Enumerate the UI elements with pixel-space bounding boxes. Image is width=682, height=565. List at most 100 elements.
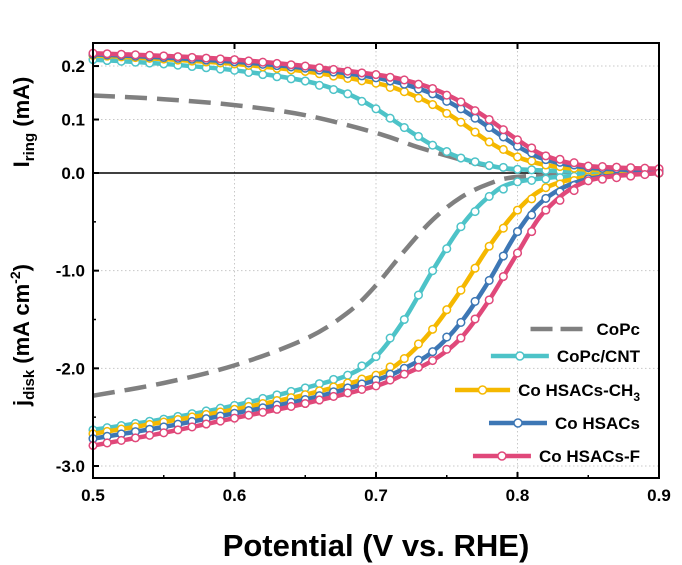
disk-marker — [498, 184, 508, 194]
disk-marker — [498, 223, 508, 233]
ring-marker — [470, 113, 480, 123]
disk-marker — [314, 395, 324, 405]
legend-label: Co HSACs — [555, 414, 640, 433]
disk-marker — [442, 332, 452, 342]
ring-marker — [399, 87, 409, 97]
ring-marker — [187, 52, 197, 62]
ring-marker — [413, 79, 424, 89]
legend-item: Co HSACs-CH3 — [455, 381, 640, 404]
disk-marker — [399, 354, 409, 364]
disk-marker — [456, 317, 466, 327]
disk-y-tick-label: -1.0 — [56, 262, 85, 281]
disk-marker — [428, 355, 438, 366]
ring-marker — [527, 143, 537, 153]
ring-marker — [569, 158, 579, 168]
disk-marker — [145, 430, 155, 440]
ring-marker — [300, 76, 310, 86]
ring-marker — [583, 161, 593, 171]
ring-marker — [357, 68, 367, 78]
legend-label: Co HSACs-CH3 — [518, 381, 640, 404]
ring-marker — [541, 151, 551, 161]
ring-marker — [102, 49, 112, 59]
ring-marker — [456, 97, 466, 107]
ring-marker — [512, 135, 523, 145]
disk-marker — [201, 419, 211, 429]
ring-marker — [442, 90, 452, 100]
disk-marker — [456, 333, 466, 343]
ring-marker — [314, 80, 324, 90]
disk-marker — [244, 410, 254, 420]
ring-marker — [413, 131, 424, 141]
ring-marker — [343, 66, 353, 76]
disk-marker — [512, 205, 523, 215]
x-tick-label: 0.5 — [81, 486, 105, 505]
ring-y-tick-label: 0.2 — [61, 57, 85, 76]
disk-marker — [512, 177, 523, 187]
legend-item: CoPc/CNT — [490, 347, 641, 366]
x-tick-label: 0.6 — [223, 486, 247, 505]
ring-marker — [215, 54, 225, 64]
grid-layer — [93, 43, 659, 478]
disk-marker — [385, 375, 395, 385]
legend-item: Co HSACs-F — [472, 447, 640, 466]
ring-marker — [484, 122, 494, 133]
disk-marker — [229, 413, 240, 423]
disk-marker — [343, 370, 353, 380]
disk-marker — [626, 171, 636, 181]
disk-marker — [569, 186, 579, 196]
ring-marker — [258, 57, 268, 67]
disk-marker — [470, 314, 480, 324]
ring-marker — [300, 61, 310, 71]
disk-marker — [385, 333, 395, 343]
disk-marker — [286, 401, 296, 411]
disk-marker — [187, 422, 197, 432]
ring-marker — [470, 106, 480, 116]
ring-marker — [145, 50, 155, 60]
ring-marker — [371, 70, 381, 80]
disk-marker — [484, 275, 494, 285]
disk-marker — [512, 227, 523, 237]
disk-marker — [413, 290, 424, 300]
ring-y-tick-label: 0.1 — [61, 111, 85, 130]
disk-marker — [541, 205, 551, 215]
disk-marker — [130, 433, 140, 443]
disk-marker — [442, 344, 452, 354]
disk-marker — [512, 248, 523, 258]
disk-marker — [527, 210, 537, 220]
ring-marker — [428, 99, 438, 110]
disk-marker — [583, 176, 593, 186]
ring-marker — [371, 104, 381, 114]
ring-marker — [201, 53, 211, 63]
disk-marker — [413, 339, 424, 349]
ring-marker — [597, 162, 607, 172]
disk-marker — [541, 174, 551, 184]
ring-marker — [173, 52, 183, 62]
legend-label: Co HSACs-F — [539, 447, 640, 466]
disk-marker — [442, 305, 452, 315]
ring-marker — [329, 64, 339, 75]
disk-marker — [484, 295, 494, 305]
ring-marker — [286, 74, 296, 84]
ring-marker — [385, 113, 395, 123]
ring-marker — [626, 163, 636, 173]
disk-marker — [612, 173, 622, 183]
ring-marker — [399, 75, 409, 85]
series-co-hsacs-f — [88, 48, 664, 451]
ring-marker — [399, 122, 409, 133]
disk-marker — [159, 428, 169, 438]
ring-marker — [314, 63, 324, 73]
disk-marker — [428, 324, 438, 334]
ring-marker — [456, 153, 466, 163]
ring-marker — [413, 93, 424, 103]
ring-y-axis-label: Iring (mA) — [9, 77, 38, 168]
ring-marker — [512, 164, 523, 174]
disk-marker — [399, 314, 409, 325]
ring-marker — [527, 165, 537, 175]
ring-marker — [470, 127, 480, 137]
disk-y-tick-label: -2.0 — [56, 359, 85, 378]
ring-marker — [229, 55, 240, 65]
ring-marker — [329, 85, 339, 95]
ring-marker — [498, 144, 508, 155]
disk-marker — [470, 296, 480, 306]
